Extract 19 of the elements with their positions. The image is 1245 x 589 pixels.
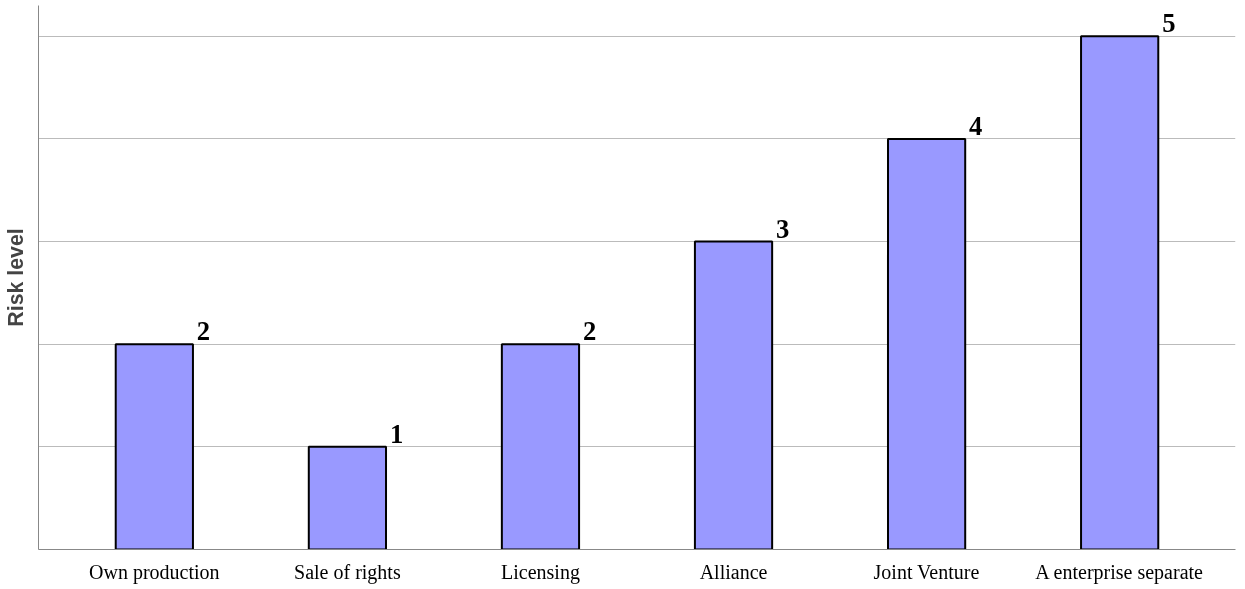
data-label: 2 (582, 316, 597, 347)
data-label: 2 (196, 316, 211, 347)
bar (886, 137, 967, 550)
data-label: 3 (776, 213, 790, 244)
bar (114, 343, 194, 550)
x-tick-label: Alliance (699, 560, 768, 583)
data-label: 1 (389, 418, 404, 449)
x-tick-label: Licensing (501, 560, 580, 584)
x-tick-label: Sale of rights (294, 560, 401, 584)
bar (500, 343, 581, 550)
x-tick-label: A enterprise separate (1035, 560, 1204, 584)
x-tick-label: Joint Venture (873, 560, 980, 583)
data-label: 5 (1162, 8, 1176, 39)
y-axis-title: Risk level (3, 228, 28, 327)
bar (693, 240, 774, 550)
data-label: 4 (969, 110, 983, 141)
x-tick-label: Own production (89, 560, 220, 584)
bar (1080, 35, 1160, 550)
bar (307, 445, 388, 550)
